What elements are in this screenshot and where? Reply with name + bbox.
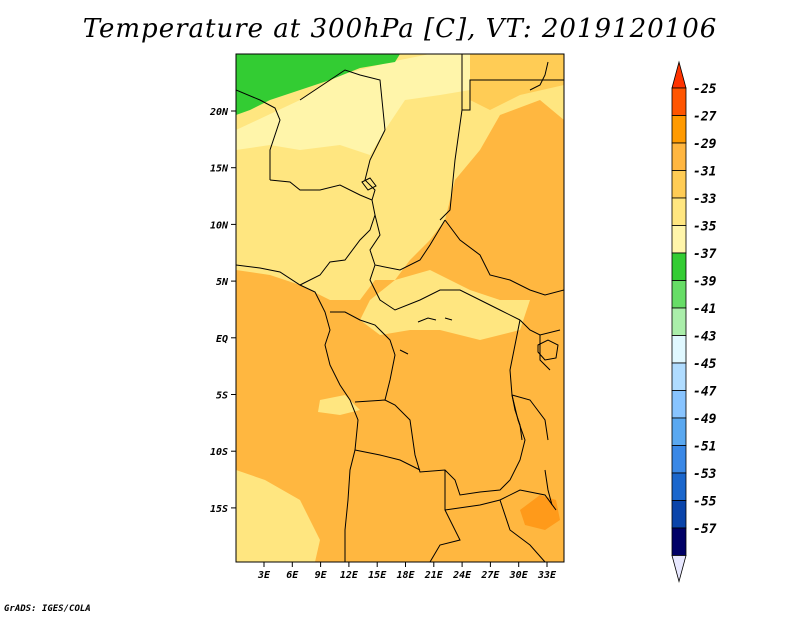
border-north-1 (236, 89, 281, 180)
colorbar-label: -57 (693, 522, 717, 537)
lat-tick-label: 5S (216, 391, 228, 402)
lakes-central (399, 317, 453, 355)
colorbar-segment (671, 307, 687, 336)
colorbar-label: -55 (693, 495, 717, 510)
field-light-yellow-southwest (236, 470, 320, 562)
colorbar-label: -43 (693, 330, 717, 345)
lake-victoria (537, 339, 559, 361)
colorbar-label: -45 (693, 357, 717, 372)
lon-tick-label: 21E (424, 570, 444, 581)
colorbar-segment (671, 390, 687, 419)
border-north-4 (439, 54, 463, 221)
colorbar-label: -47 (693, 385, 717, 400)
colorbar-segment (671, 252, 687, 281)
colorbar-label: -35 (693, 220, 717, 235)
lon-tick-label: 6E (286, 570, 299, 581)
border-car (369, 264, 521, 321)
lake-tanganyika (511, 394, 523, 441)
lon-tick-label: 18E (396, 570, 415, 581)
colorbar-segment (671, 197, 687, 226)
lon-tick-label: 33E (537, 570, 557, 581)
colorbar-top-arrow (671, 60, 687, 89)
credit-text: GrADS: IGES/COLA (4, 604, 91, 614)
colorbar-segment (671, 472, 687, 501)
colorbar-bottom-arrow (671, 555, 687, 584)
country-borders (236, 54, 564, 562)
colorbar-segment (671, 417, 687, 446)
border-nigeria (269, 179, 376, 286)
lake-malawi (544, 469, 553, 506)
colorbar-segment (671, 500, 687, 529)
colorbar-segment (671, 362, 687, 391)
lon-tick-label: 24E (452, 570, 472, 581)
lon-tick-label: 9E (315, 570, 328, 581)
colorbar-segment (671, 225, 687, 254)
map-frame (235, 53, 565, 563)
chart-title: Temperature at 300hPa [C], VT: 201912010… (82, 14, 718, 44)
field-pale-yellow (236, 54, 470, 155)
border-sudan (444, 219, 564, 296)
border-angola (354, 449, 461, 562)
colorbar-label: -31 (693, 165, 716, 180)
border-congo (330, 311, 396, 401)
colorbar-segment (671, 87, 687, 116)
lon-tick-label: 3E (257, 570, 271, 581)
lon-tick-label: 27E (480, 570, 500, 581)
colorbar-label: -41 (693, 302, 716, 317)
lat-tick-label: 20N (209, 107, 229, 118)
border-north-5 (462, 79, 564, 111)
lat-tick-label: 10S (210, 447, 228, 458)
colorbar-segment (671, 527, 687, 556)
lon-tick-label: 15E (368, 570, 387, 581)
coastline-west (236, 264, 359, 562)
colorbar-label: -37 (693, 247, 717, 262)
colorbar-segment (671, 445, 687, 474)
colorbar-label: -33 (693, 192, 717, 207)
lat-tick-label: 5N (216, 277, 229, 288)
colorbar-label: -51 (693, 440, 716, 455)
border-east (511, 319, 561, 441)
field-light-yellow-central (360, 270, 530, 340)
colorbar: -25 -27 -29 -31 -33 -35 -37 -39 -41 -43 -45 -47 -49 -… (671, 60, 717, 584)
lat-tick-label: 15S (210, 504, 228, 515)
lon-tick-label: 12E (340, 570, 359, 581)
colorbar-segment (671, 170, 687, 199)
colorbar-label: -39 (693, 275, 717, 290)
colorbar-segment (671, 115, 687, 144)
lon-tick-label: 30E (509, 570, 529, 581)
colorbar-label: -27 (693, 110, 717, 125)
colorbar-label: -53 (693, 467, 717, 482)
longitude-axis: 3E 6E 9E 12E 15E 18E 21E 24E 27E 30E 33E (257, 562, 557, 581)
colorbar-segment (671, 280, 687, 309)
colorbar-label: -29 (693, 137, 717, 152)
field-dark-orange (520, 495, 560, 530)
lat-tick-label: EQ (216, 334, 228, 345)
lake-chad (361, 177, 377, 191)
colorbar-label: -25 (693, 82, 717, 97)
lat-tick-label: 15N (210, 164, 229, 175)
border-zambia (444, 489, 557, 562)
colorbar-segment (671, 142, 687, 171)
field-light-yellow-east (470, 54, 564, 110)
colorbar-label: -49 (693, 412, 717, 427)
border-chad (369, 214, 446, 271)
colorbar-segment (671, 335, 687, 364)
lat-tick-label: 10N (210, 220, 229, 231)
red-sea-coast (529, 61, 549, 91)
border-north-2 (299, 69, 386, 131)
latitude-axis: 20N 15N 10N 5N EQ 5S 10S 15S (209, 107, 236, 515)
field-green (236, 54, 400, 115)
